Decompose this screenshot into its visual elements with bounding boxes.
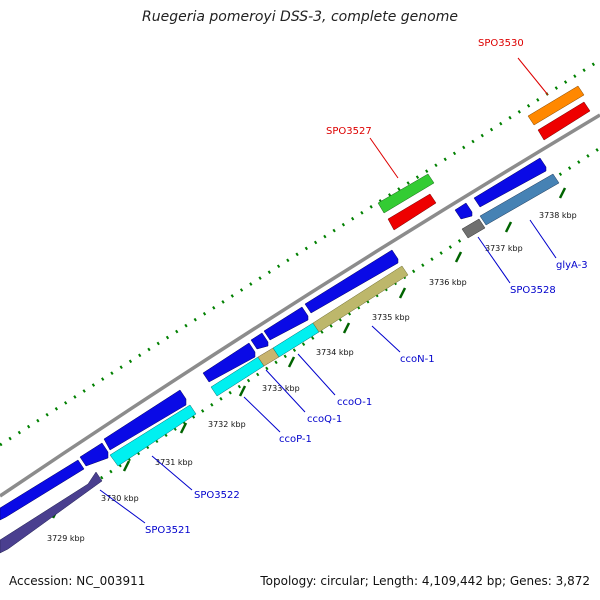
tick-label: 3732 kbp bbox=[208, 420, 246, 429]
gene-label-spo3521[interactable]: SPO3521 bbox=[145, 525, 191, 536]
callout-lines bbox=[99, 57, 557, 524]
gene-spo3521-bar[interactable] bbox=[0, 471, 103, 554]
major-ticks bbox=[51, 187, 567, 519]
gene-spo3522-bar[interactable] bbox=[109, 404, 197, 467]
accession-label: Accession: NC_003911 bbox=[9, 574, 146, 588]
gene-label-spo3527[interactable]: SPO3527 bbox=[326, 126, 372, 137]
tick-label: 3730 kbp bbox=[101, 494, 139, 503]
gene-label-ccon1[interactable]: ccoN-1 bbox=[400, 354, 435, 365]
tick-label: 3729 kbp bbox=[47, 534, 85, 543]
gene-forward[interactable] bbox=[250, 332, 269, 350]
forward-strand-genes bbox=[0, 157, 547, 521]
tick-label: 3738 kbp bbox=[539, 211, 577, 220]
gene-forward[interactable] bbox=[0, 459, 85, 521]
outer-dotted-track bbox=[0, 58, 600, 447]
tick-label: 3736 kbp bbox=[429, 278, 467, 287]
tick-label: 3734 kbp bbox=[316, 348, 354, 357]
gene-forward[interactable] bbox=[263, 306, 309, 341]
gene-forward[interactable] bbox=[103, 389, 187, 451]
tick-label: 3737 kbp bbox=[485, 244, 523, 253]
gene-forward[interactable] bbox=[79, 442, 109, 467]
gene-forward[interactable] bbox=[454, 202, 473, 220]
gene-forward[interactable] bbox=[473, 157, 547, 208]
map-title: Ruegeria pomeroyi DSS-3, complete genome bbox=[142, 9, 458, 25]
gene-spo3528-bar[interactable] bbox=[461, 218, 486, 239]
tick-label: 3731 kbp bbox=[155, 458, 193, 467]
gene-ccon1-bar[interactable] bbox=[312, 265, 409, 333]
gene-glya3-bar[interactable] bbox=[479, 173, 560, 226]
tick-label: 3733 kbp bbox=[262, 384, 300, 393]
gene-spo3530-red-bar[interactable] bbox=[537, 101, 591, 141]
genome-backbone bbox=[0, 113, 600, 498]
gene-label-ccoq1[interactable]: ccoQ-1 bbox=[307, 414, 342, 425]
gene-label-ccop1[interactable]: ccoP-1 bbox=[279, 434, 312, 445]
gene-spo3527-green-bar[interactable] bbox=[377, 173, 435, 214]
gene-label-spo3530[interactable]: SPO3530 bbox=[478, 38, 524, 49]
gene-spo3527-red-bar[interactable] bbox=[387, 193, 437, 231]
tick-label: 3735 kbp bbox=[372, 313, 410, 322]
gene-forward[interactable] bbox=[304, 249, 399, 314]
gene-label-glya3[interactable]: glyA-3 bbox=[556, 260, 588, 271]
gene-label-ccoo1[interactable]: ccoO-1 bbox=[337, 397, 372, 408]
gene-forward[interactable] bbox=[202, 342, 256, 383]
gene-label-spo3528[interactable]: SPO3528 bbox=[510, 285, 556, 296]
gene-spo3530-orange-bar[interactable] bbox=[527, 85, 585, 126]
topology-label: Topology: circular; Length: 4,109,442 bp… bbox=[260, 574, 590, 588]
gene-label-spo3522[interactable]: SPO3522 bbox=[194, 490, 240, 501]
